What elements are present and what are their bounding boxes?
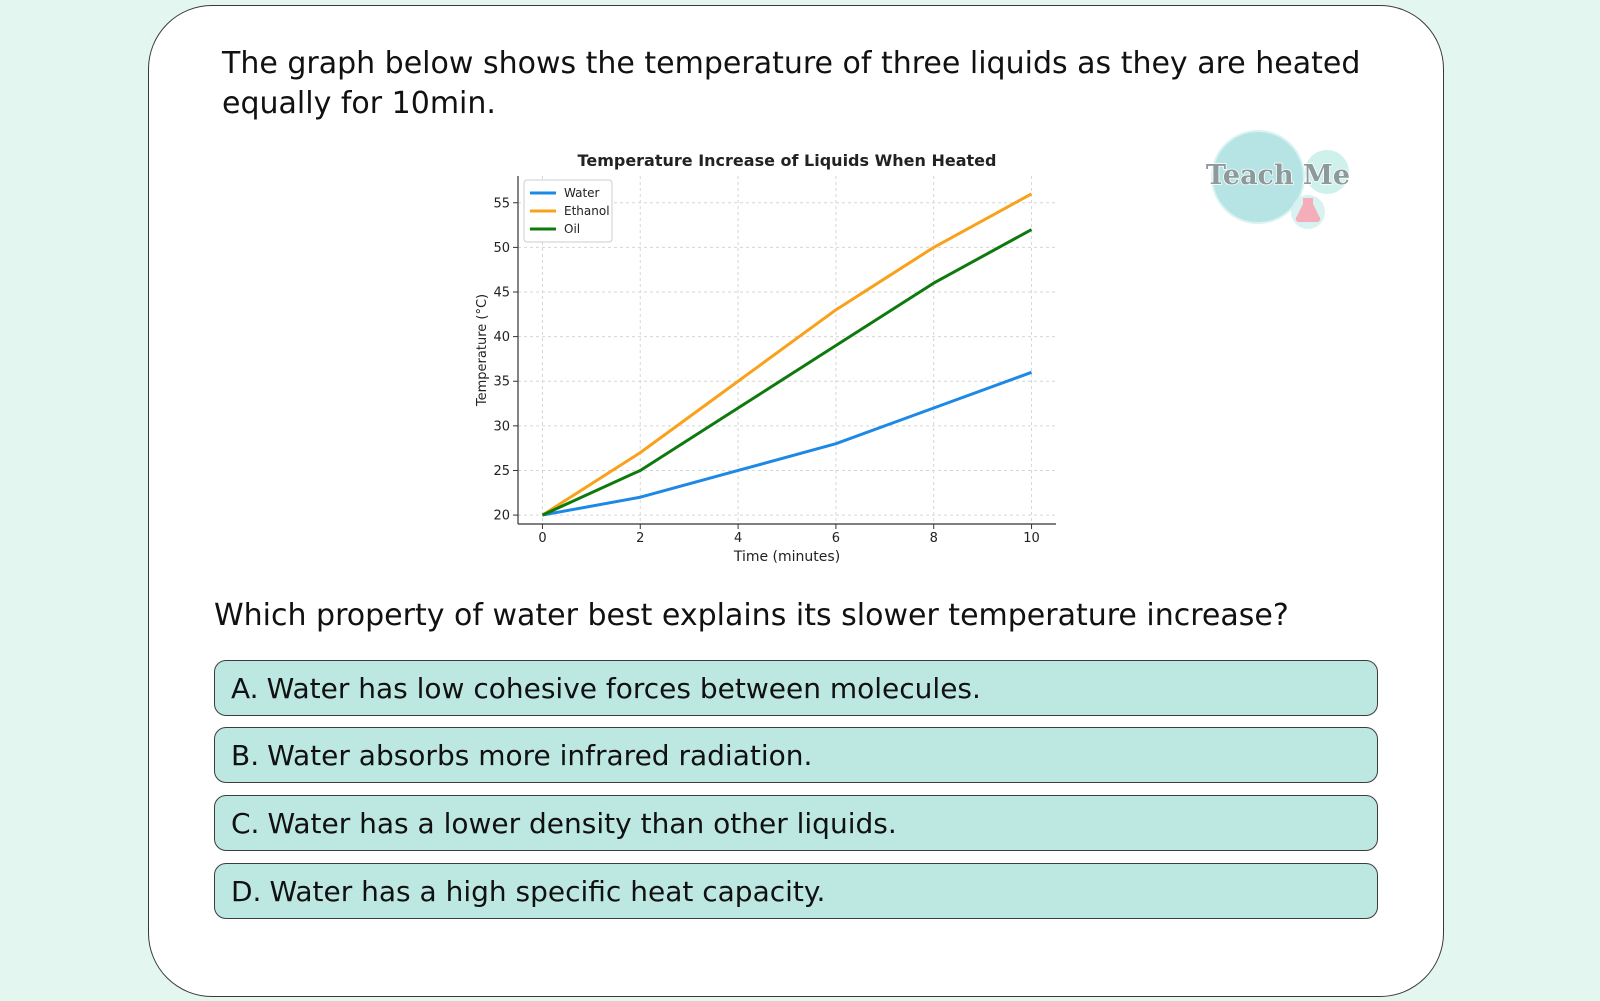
x-tick-label: 8 xyxy=(930,531,938,546)
option-a-letter: A. xyxy=(231,671,259,705)
series-line-oil xyxy=(541,228,1033,517)
option-a[interactable]: A. Water has low cohesive forces between… xyxy=(214,660,1378,716)
option-d[interactable]: D. Water has a high specific heat capaci… xyxy=(214,863,1378,919)
option-b-letter: B. xyxy=(231,738,260,772)
option-c-letter: C. xyxy=(231,806,260,840)
option-b-text: Water absorbs more infrared radiation. xyxy=(267,738,813,772)
logo-text: Teach Me xyxy=(1206,160,1350,191)
question-intro: The graph below shows the temperature of… xyxy=(222,46,1361,121)
option-c-text: Water has a lower density than other liq… xyxy=(267,806,897,840)
series-line-ethanol xyxy=(541,192,1033,517)
teach-me-logo: Teach Me xyxy=(1205,130,1350,229)
y-tick-label: 45 xyxy=(493,286,510,301)
x-tick-label: 10 xyxy=(1023,531,1040,546)
legend-box xyxy=(523,179,613,243)
series-line-water xyxy=(542,370,1033,517)
option-d-letter: D. xyxy=(231,874,262,908)
y-tick-label: 20 xyxy=(493,509,510,524)
x-tick-label: 6 xyxy=(832,531,840,546)
y-tick-label: 25 xyxy=(493,464,510,479)
chart-title: Temperature Increase of Liquids When Hea… xyxy=(578,151,997,170)
x-axis-label: Time (minutes) xyxy=(733,549,840,565)
option-a-text: Water has low cohesive forces between mo… xyxy=(266,671,981,705)
temperature-chart: Temperature Increase of Liquids When Hea… xyxy=(475,151,1056,565)
y-tick-label: 55 xyxy=(493,196,510,211)
x-tick-label: 2 xyxy=(636,531,644,546)
option-b[interactable]: B. Water absorbs more infrared radiation… xyxy=(214,727,1378,783)
y-tick-label: 35 xyxy=(493,375,510,390)
x-tick-label: 0 xyxy=(538,531,546,546)
legend-label-oil: Oil xyxy=(564,222,580,236)
option-c[interactable]: C. Water has a lower density than other … xyxy=(214,795,1378,851)
y-axis-label: Temperature (°C) xyxy=(475,294,490,407)
legend-label-ethanol: Ethanol xyxy=(564,204,610,218)
y-tick-label: 30 xyxy=(493,419,510,434)
option-d-text: Water has a high specific heat capacity. xyxy=(269,874,826,908)
legend-label-water: Water xyxy=(564,186,600,200)
question-prompt: Which property of water best explains it… xyxy=(214,598,1289,633)
y-tick-label: 40 xyxy=(493,330,510,345)
x-tick-label: 4 xyxy=(734,531,742,546)
y-tick-label: 50 xyxy=(493,241,510,256)
